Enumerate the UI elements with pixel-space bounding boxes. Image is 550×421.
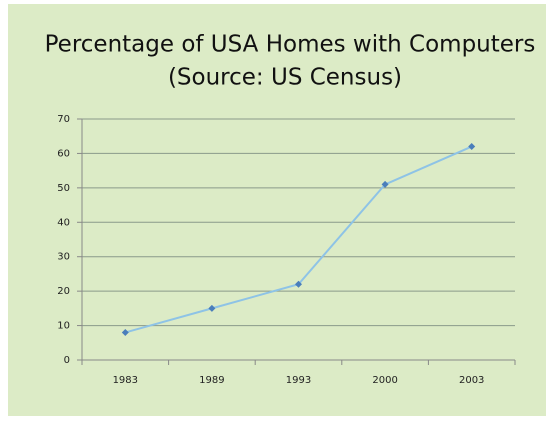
chart-subtitle: (Source: US Census) bbox=[168, 65, 402, 91]
x-tick-label: 1989 bbox=[199, 375, 224, 386]
data-point bbox=[295, 280, 302, 288]
y-tick-label: 60 bbox=[57, 148, 70, 159]
y-tick-label: 20 bbox=[57, 286, 70, 297]
chart-title: Percentage of USA Homes with Computers bbox=[45, 32, 536, 58]
y-tick-label: 10 bbox=[57, 321, 70, 332]
x-tick-label: 2003 bbox=[459, 375, 484, 386]
x-tick-label: 2000 bbox=[372, 375, 397, 386]
y-tick-label: 50 bbox=[57, 183, 70, 194]
y-tick-label: 30 bbox=[57, 252, 70, 263]
data-point bbox=[468, 143, 476, 151]
y-tick-label: 40 bbox=[57, 217, 70, 228]
data-point bbox=[381, 180, 389, 188]
y-tick-label: 0 bbox=[64, 355, 70, 366]
y-tick-label: 70 bbox=[57, 114, 70, 125]
data-point bbox=[208, 304, 216, 312]
data-point bbox=[121, 328, 129, 336]
x-tick-label: 1993 bbox=[286, 375, 311, 386]
x-tick-label: 1983 bbox=[113, 375, 138, 386]
chart-background bbox=[8, 4, 546, 416]
